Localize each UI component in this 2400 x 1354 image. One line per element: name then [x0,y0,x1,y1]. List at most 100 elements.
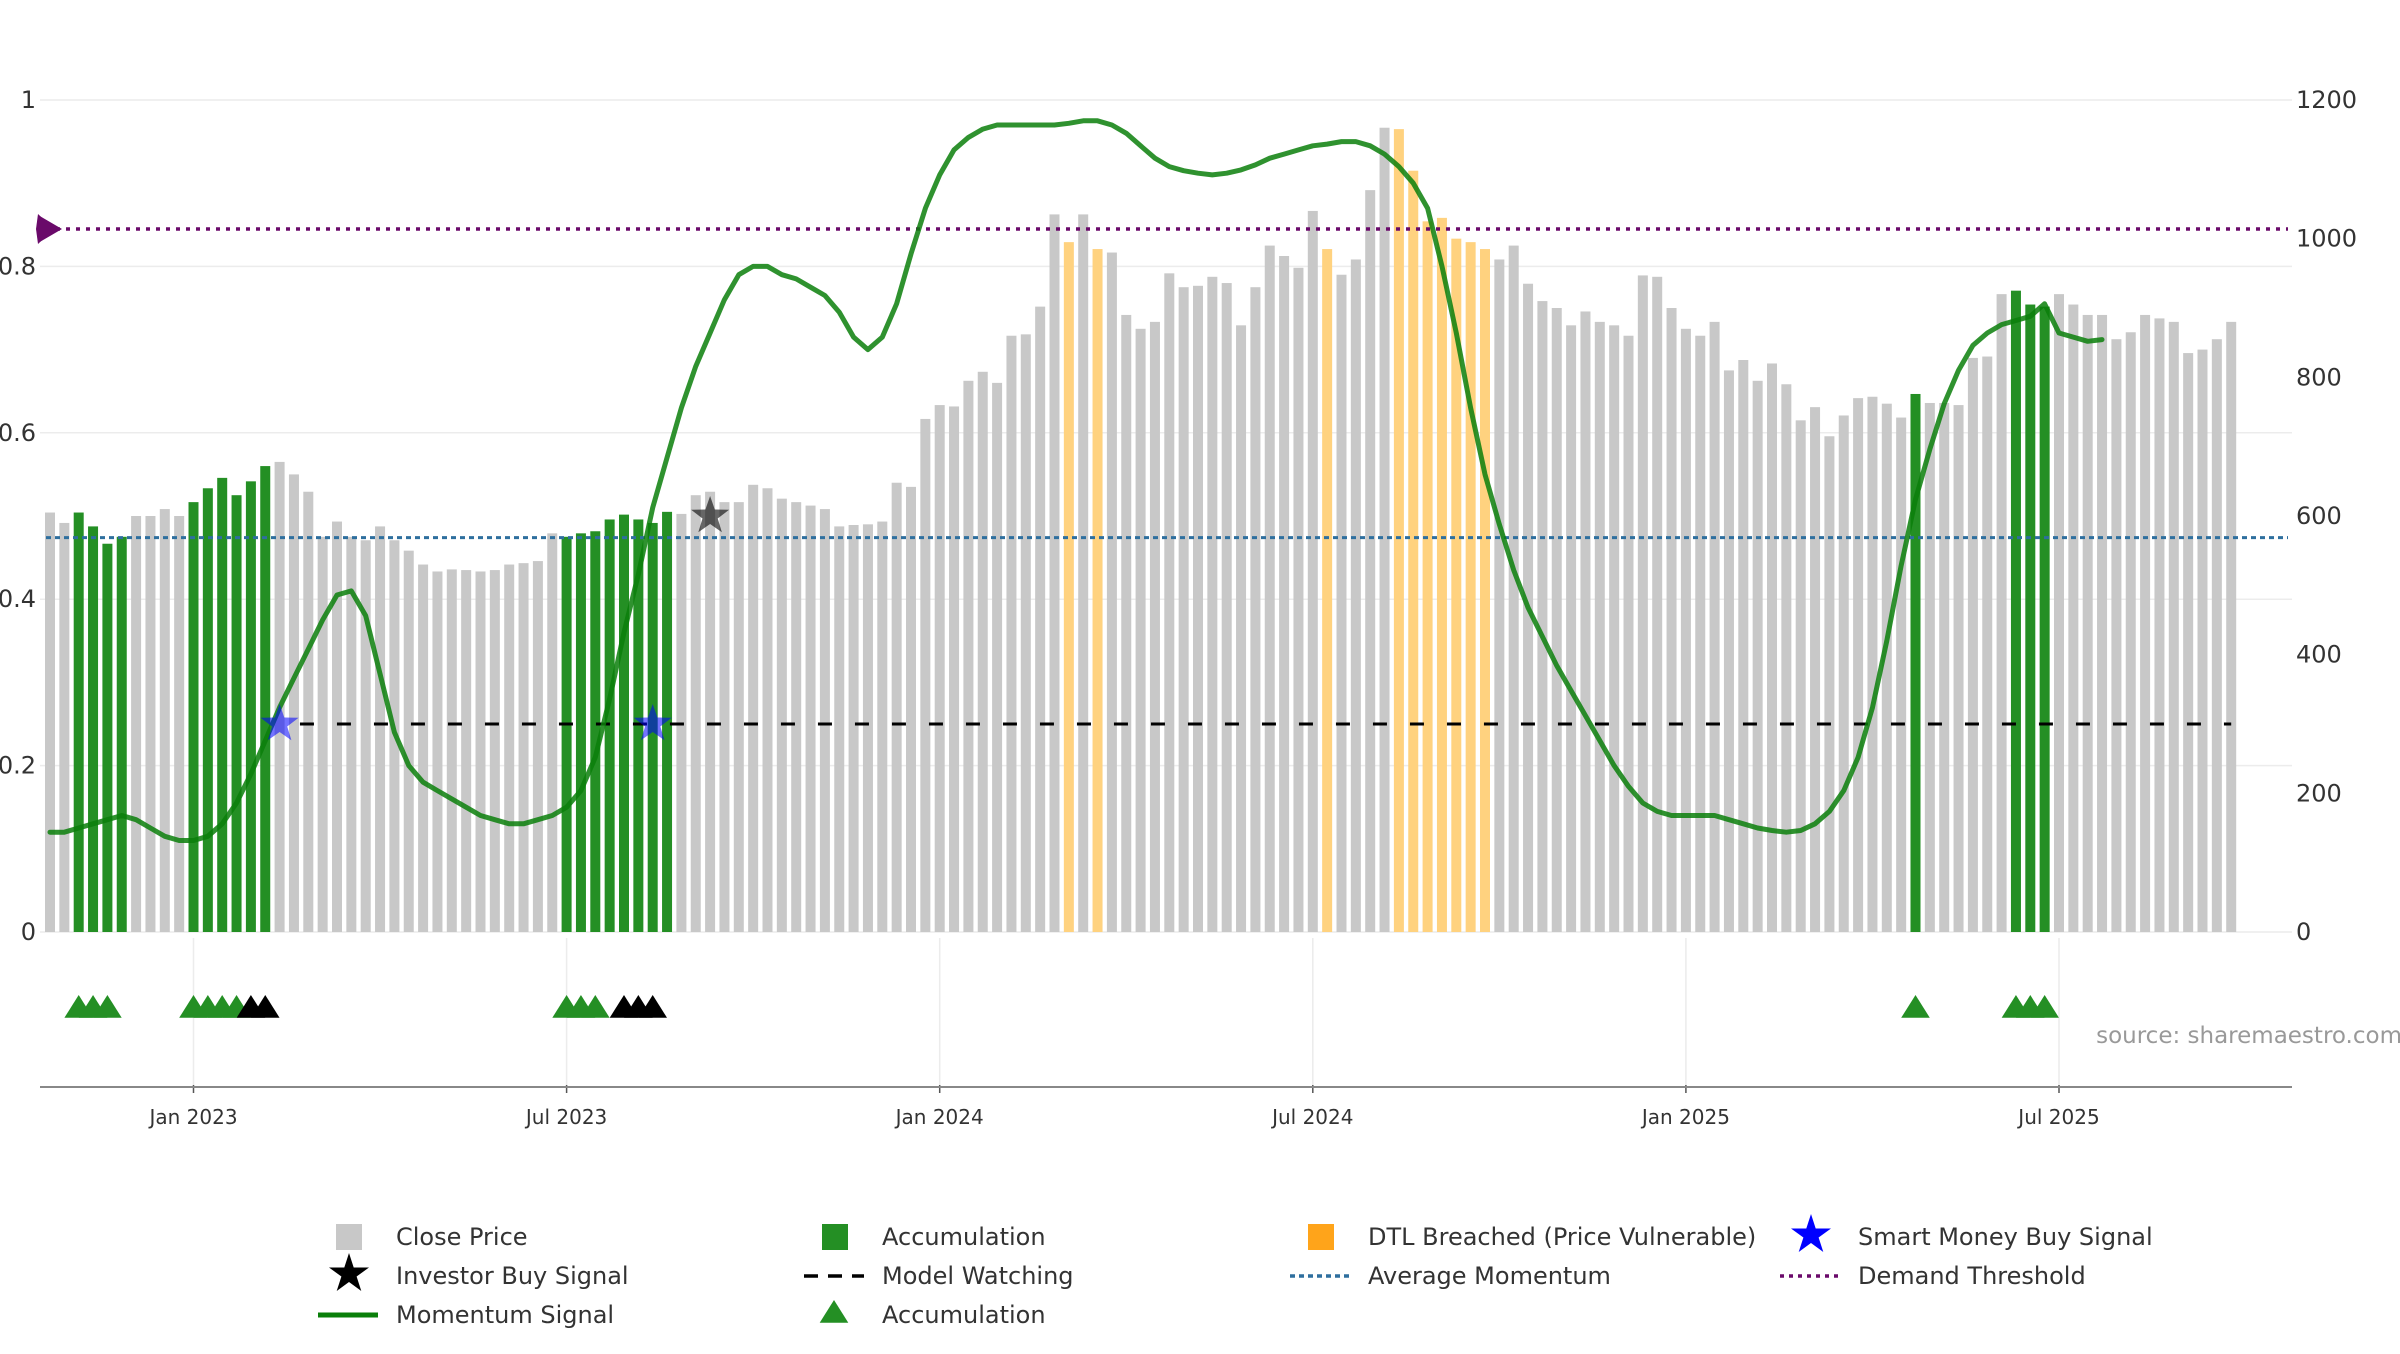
close-price-bar [59,522,70,932]
legend-demand-threshold-label: Demand Threshold [1858,1262,2086,1290]
close-price-bar [159,509,170,932]
accumulation-bar [1910,393,1921,932]
close-price-bar [2082,314,2093,932]
accumulation-triangle [93,995,122,1018]
close-price-bar [1795,420,1806,932]
close-price-bar [1336,274,1347,933]
right-tick-label: 1200 [2296,86,2357,114]
close-price-bar [131,516,142,932]
close-price-bar [1838,415,1849,932]
close-price-bar [1982,356,1993,932]
investor-triangle [250,995,280,1018]
accumulation-bar [575,533,586,932]
close-price-bar [1121,314,1132,932]
x-tick-label: Jan 2025 [1640,1105,1730,1129]
close-price-bar [1193,285,1203,932]
legend-close-price-swatch [336,1224,362,1250]
close-price-bar [1149,321,1160,932]
close-price-bar [418,564,429,932]
dtl-breached-bar [1408,170,1419,933]
legend: Close Price Accumulation DTL Breached (Pri… [318,1214,2153,1329]
dtl-breached-bar [1393,129,1404,932]
legend-momentum-label: Momentum Signal [396,1301,614,1329]
close-price-bar [403,550,414,932]
x-tick-label: Jul 2025 [2016,1105,2099,1129]
x-tick-label: Jul 2024 [1270,1105,1353,1129]
close-price-bar [518,563,529,932]
right-tick-label: 400 [2296,641,2342,669]
close-price-bar [1939,402,1950,932]
dtl-breached-bar [1322,249,1333,933]
close-price-bar [1709,321,1720,932]
close-price-bar [1810,407,1821,932]
right-tick-label: 600 [2296,502,2342,530]
close-price-bar [1537,301,1548,933]
close-price-bar [1781,384,1792,932]
close-price-bar [375,526,386,932]
close-price-bar [1106,252,1117,933]
close-price-bar [1293,267,1304,933]
x-tick-label: Jan 2023 [147,1105,237,1129]
momentum-signal-line [47,118,2105,843]
dtl-breached-bar [1465,242,1476,933]
close-price-bar [274,461,285,932]
smart-money-buy-star [260,704,299,741]
left-tick-label: 0.6 [0,419,36,447]
close-price-bar [906,486,916,932]
close-price-bar [332,521,342,932]
close-price-bar [360,540,371,932]
accumulation-bar [217,477,228,932]
close-price-bar [1365,190,1376,933]
close-price-bar [303,491,314,932]
legend-investor-star [329,1253,369,1291]
close-price-bar [1020,334,1031,932]
close-price-bar [2140,314,2151,932]
close-price-bar [1494,259,1505,932]
investor-buy-star [691,496,730,533]
close-price-bar [1207,276,1218,932]
close-price-bar [934,405,945,933]
close-price-bar [1767,363,1777,932]
close-price-bar [532,561,543,932]
close-price-bar [489,570,500,932]
close-price-bar [1178,287,1189,932]
close-price-bar [805,505,816,932]
close-price-bar [1307,210,1318,932]
accumulation-bar [260,466,271,932]
close-price-bar [920,418,931,932]
close-price-bar [446,569,457,932]
close-price-bar [1623,335,1634,932]
accumulation-triangle [581,995,610,1018]
close-price-bar [2183,353,2194,933]
close-price-bar [1078,214,1089,932]
close-price-bar [1967,357,1978,932]
left-tick-label: 0.4 [0,585,36,613]
close-price-bar [762,488,773,932]
close-price-bar [475,571,486,932]
close-price-bar [1867,396,1878,932]
right-tick-label: 1000 [2296,225,2357,253]
close-price-bar [862,524,873,932]
close-price-bar [2125,332,2136,932]
bars-layer [45,127,2237,933]
demand-threshold-diamond [36,213,54,244]
legend-accumulation-swatch [822,1224,848,1250]
accumulation-bar [604,519,615,932]
close-price-bar [1853,398,1864,933]
close-price-bar [1580,311,1591,932]
close-price-bar [1379,127,1390,932]
close-price-bar [547,533,558,932]
close-price-bar [1566,325,1577,932]
close-price-bar [1006,335,1017,932]
accumulation-bar [590,531,601,932]
legend-average-momentum-label: Average Momentum [1368,1262,1611,1290]
legend-investor-label: Investor Buy Signal [396,1262,629,1290]
legend-accumulation-triangle [819,1300,849,1323]
close-price-bar [776,498,787,932]
close-price-bar [949,406,960,932]
left-tick-label: 1 [21,86,36,114]
close-price-bar [504,564,515,932]
close-price-bar [705,491,716,932]
close-price-bar [2154,318,2165,932]
close-price-bar [748,484,759,932]
